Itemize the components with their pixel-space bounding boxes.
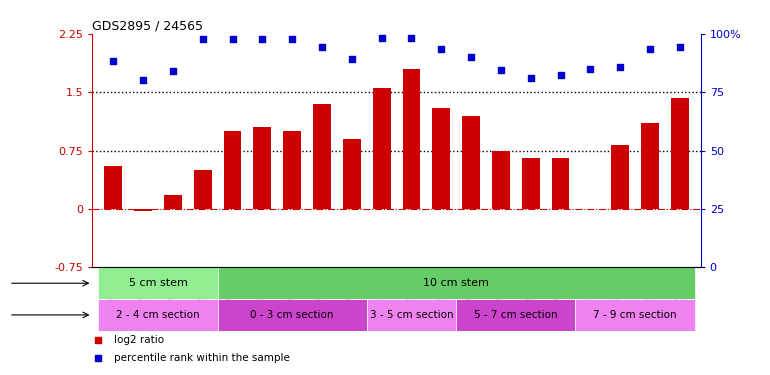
Point: [107, 58, 119, 64]
Bar: [253, 127, 271, 209]
Text: 3 - 5 cm section: 3 - 5 cm section: [370, 310, 454, 320]
Bar: [134, 209, 152, 210]
Point: [435, 46, 447, 53]
Text: 5 - 7 cm section: 5 - 7 cm section: [474, 310, 557, 320]
Point: [167, 68, 179, 74]
Bar: [641, 123, 659, 209]
Text: 5 cm stem: 5 cm stem: [129, 278, 187, 288]
Bar: [522, 158, 540, 209]
Text: percentile rank within the sample: percentile rank within the sample: [114, 353, 290, 363]
Point: [465, 54, 477, 60]
Point: [524, 75, 537, 81]
Bar: [456, 299, 575, 331]
Point: [92, 356, 105, 362]
Bar: [223, 131, 242, 209]
Point: [286, 36, 298, 42]
Point: [554, 72, 567, 78]
Point: [316, 44, 328, 50]
Point: [196, 36, 209, 42]
Bar: [194, 170, 212, 209]
Bar: [313, 104, 331, 209]
Bar: [432, 108, 450, 209]
Bar: [164, 195, 182, 209]
Point: [674, 44, 686, 50]
Text: 2 - 4 cm section: 2 - 4 cm section: [116, 310, 199, 320]
Point: [614, 64, 626, 70]
Point: [584, 66, 597, 72]
Bar: [99, 267, 218, 299]
Bar: [218, 299, 367, 331]
Point: [256, 36, 269, 42]
Point: [495, 68, 507, 74]
Text: 10 cm stem: 10 cm stem: [424, 278, 489, 288]
Text: 0 - 3 cm section: 0 - 3 cm section: [250, 310, 334, 320]
Text: log2 ratio: log2 ratio: [114, 335, 164, 345]
Point: [137, 78, 149, 84]
Bar: [611, 145, 629, 209]
Bar: [367, 299, 456, 331]
Point: [376, 34, 388, 40]
Bar: [492, 150, 510, 209]
Point: [226, 36, 239, 42]
Bar: [575, 299, 695, 331]
Point: [346, 57, 358, 63]
Bar: [671, 98, 689, 209]
Bar: [343, 139, 361, 209]
Bar: [99, 299, 218, 331]
Text: GDS2895 / 24565: GDS2895 / 24565: [92, 20, 203, 33]
Bar: [218, 267, 695, 299]
Bar: [551, 158, 570, 209]
Text: 7 - 9 cm section: 7 - 9 cm section: [594, 310, 677, 320]
Bar: [283, 131, 301, 209]
Bar: [373, 88, 390, 209]
Bar: [462, 116, 480, 209]
Point: [644, 46, 656, 53]
Point: [92, 337, 105, 343]
Bar: [403, 69, 420, 209]
Point: [405, 34, 417, 40]
Bar: [104, 166, 122, 209]
